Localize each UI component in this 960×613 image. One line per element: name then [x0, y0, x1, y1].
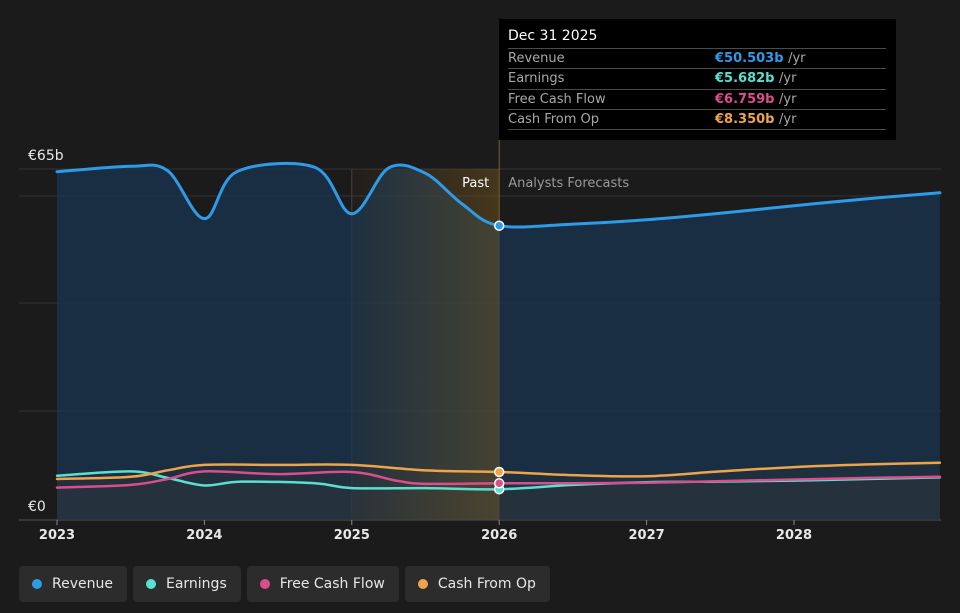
legend: Revenue Earnings Free Cash Flow Cash Fro… — [19, 566, 550, 602]
tooltip-number: €6.759b — [715, 92, 775, 107]
tooltip-row-cash-from-op: Cash From Op €8.350b /yr — [508, 109, 886, 130]
marker-free-cash-flow — [493, 478, 505, 489]
legend-item-earnings[interactable]: Earnings — [132, 566, 241, 602]
legend-item-cash-from-op[interactable]: Cash From Op — [404, 566, 550, 602]
revenue-area — [57, 163, 940, 520]
past-highlight — [351, 169, 500, 520]
x-tick-label: 2028 — [776, 528, 812, 543]
tooltip-value: €5.682b /yr — [715, 71, 796, 86]
tooltip-row-earnings: Earnings €5.682b /yr — [508, 68, 886, 89]
tooltip-label: Cash From Op — [508, 112, 600, 127]
legend-dot-icon — [417, 579, 428, 589]
x-tick-label: 2023 — [39, 528, 75, 543]
series-line-cash-from-op — [55, 461, 942, 481]
x-tick-label: 2024 — [186, 528, 222, 543]
tooltip-label: Revenue — [508, 51, 565, 66]
tooltip-divider — [508, 129, 886, 130]
tooltip-unit: /yr — [788, 51, 806, 66]
tooltip-number: €8.350b — [715, 112, 775, 127]
legend-label: Cash From Op — [437, 576, 536, 592]
legend-dot-icon — [145, 579, 156, 589]
legend-item-free-cash-flow[interactable]: Free Cash Flow — [246, 566, 399, 602]
axis-labels: €65b €0 2023 2024 2025 2026 2027 2028 Past Analys… — [28, 148, 812, 543]
tooltip-number: €5.682b — [715, 71, 775, 86]
tooltip-value: €50.503b /yr — [715, 51, 805, 66]
tooltip-unit: /yr — [779, 112, 797, 127]
legend-dot-icon — [259, 579, 270, 589]
y-tick-label: €0 — [28, 499, 46, 515]
tooltip-row-free-cash-flow: Free Cash Flow €6.759b /yr — [508, 89, 886, 110]
series-line-revenue — [55, 161, 942, 229]
x-tick-label: 2027 — [629, 528, 665, 543]
legend-label: Earnings — [165, 576, 227, 592]
marker-cash-from-op — [493, 466, 505, 478]
tooltip-unit: /yr — [779, 71, 797, 86]
tooltip: Dec 31 2025 Revenue €50.503b /yr Earning… — [499, 19, 896, 140]
past-label: Past — [462, 176, 489, 191]
series-lines — [55, 161, 942, 491]
x-tick-label: 2025 — [334, 528, 370, 543]
tooltip-label: Free Cash Flow — [508, 92, 606, 107]
hover-markers — [493, 220, 505, 495]
marker-revenue — [493, 220, 505, 231]
tooltip-value: €8.350b /yr — [715, 112, 796, 127]
tooltip-label: Earnings — [508, 71, 565, 86]
y-tick-label: €65b — [28, 148, 64, 164]
tooltip-unit: /yr — [779, 92, 797, 107]
series-line-free-cash-flow — [55, 470, 942, 489]
tooltip-row-revenue: Revenue €50.503b /yr — [508, 48, 886, 69]
legend-label: Free Cash Flow — [279, 576, 385, 592]
x-tick-label: 2026 — [481, 528, 517, 543]
tooltip-date: Dec 31 2025 — [508, 28, 598, 44]
tooltip-value: €6.759b /yr — [715, 92, 796, 107]
legend-dot-icon — [32, 579, 42, 589]
forecast-label: Analysts Forecasts — [508, 176, 629, 191]
legend-label: Revenue — [52, 576, 113, 592]
tooltip-number: €50.503b — [715, 51, 784, 66]
legend-item-revenue[interactable]: Revenue — [19, 566, 127, 602]
